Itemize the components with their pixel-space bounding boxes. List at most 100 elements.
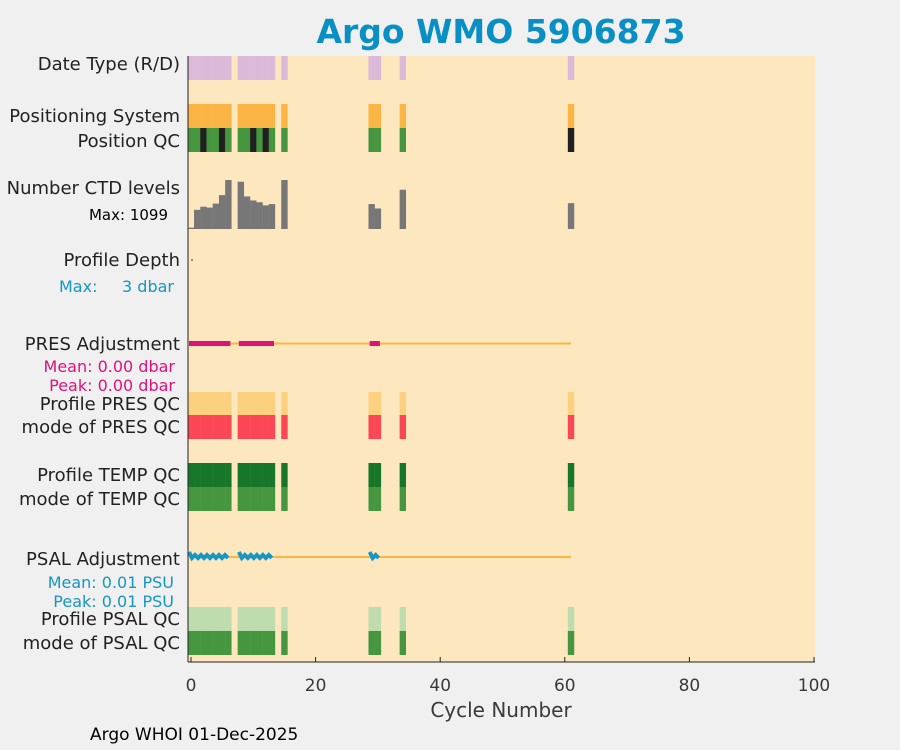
x-tick-label-0: 0 <box>186 676 197 696</box>
cycle-12-bar <box>262 56 269 80</box>
cycle-0-bar <box>187 631 195 655</box>
cycle-6-bar <box>225 463 232 487</box>
label-pres-mean: Mean: 0.00 dbar <box>44 357 176 376</box>
ctd-cycle-3-bar <box>206 207 213 229</box>
cycle-1-bar <box>194 56 201 80</box>
cycle-10-bar <box>250 607 257 631</box>
footer-credit: Argo WHOI 01-Dec-2025 <box>90 725 299 745</box>
cycle-61-bar <box>567 56 575 80</box>
cycle-1-bar <box>194 487 201 511</box>
ctd-cycle-30-bar <box>374 208 382 229</box>
ctd-level-bars <box>187 180 575 229</box>
label-profile-psal-qc: Profile PSAL QC <box>41 609 180 630</box>
cycle-13-bar <box>268 631 276 655</box>
cycle-2-bar <box>200 104 207 128</box>
row-labels: Date Type (R/D) Positioning System Positio… <box>7 54 180 654</box>
label-mode-pres-qc: mode of PRES QC <box>22 417 180 438</box>
cycle-10-bar <box>250 128 257 152</box>
cycle-15-bar <box>281 104 288 128</box>
label-psal-peak: Peak: 0.01 PSU <box>53 592 174 611</box>
cycle-9-bar <box>243 104 251 128</box>
cycle-12-bar <box>262 631 269 655</box>
cycle-9-bar <box>243 631 251 655</box>
ctd-cycle-5-bar <box>218 195 226 229</box>
position-qc-bars <box>187 128 575 152</box>
cycle-61-bar <box>567 487 575 511</box>
cycle-61-bar <box>567 104 575 128</box>
cycle-8-bar <box>237 128 245 152</box>
adjustment-segment-1 <box>237 551 274 562</box>
cycle-6-bar <box>225 104 232 128</box>
ctd-cycle-4-bar <box>212 203 220 229</box>
cycle-12-bar <box>262 392 269 416</box>
mode-pres-qc-bars <box>187 415 575 439</box>
cycle-5-bar <box>218 463 226 487</box>
ctd-cycle-9-bar <box>243 196 251 229</box>
cycle-11-bar <box>256 104 263 128</box>
cycle-29-bar <box>368 487 375 511</box>
cycle-5-bar <box>218 631 226 655</box>
cycle-3-bar <box>206 56 213 80</box>
cycle-8-bar <box>237 392 245 416</box>
cycle-3-bar <box>206 631 213 655</box>
cycle-11-bar <box>256 463 263 487</box>
cycle-8-bar <box>237 104 245 128</box>
profile-temp-qc-bars <box>187 463 575 487</box>
cycle-5-bar <box>218 415 226 439</box>
cycle-4-bar <box>212 607 220 631</box>
cycle-34-bar <box>399 487 407 511</box>
cycle-0-bar <box>187 104 195 128</box>
cycle-61-bar <box>567 463 575 487</box>
cycle-4-bar <box>212 463 220 487</box>
cycle-15-bar <box>281 487 288 511</box>
cycle-0-bar <box>187 607 195 631</box>
cycle-13-bar <box>268 487 276 511</box>
cycle-13-bar <box>268 128 276 152</box>
cycle-12-bar <box>262 463 269 487</box>
cycle-6-bar <box>225 56 232 80</box>
cycle-0-bar <box>187 463 195 487</box>
cycle-4-bar <box>212 128 220 152</box>
cycle-5-bar <box>218 56 226 80</box>
cycle-34-bar <box>399 56 407 80</box>
cycle-30-bar <box>374 487 382 511</box>
positioning-system-bars <box>187 104 575 128</box>
cycle-61-bar <box>567 631 575 655</box>
ctd-cycle-8-bar <box>237 181 245 229</box>
cycle-29-bar <box>368 392 375 416</box>
mode-psal-qc-bars <box>187 631 575 655</box>
cycle-34-bar <box>399 463 407 487</box>
ctd-cycle-61-bar <box>567 203 575 229</box>
profile-pres-qc-bars <box>187 392 575 416</box>
cycle-9-bar <box>243 415 251 439</box>
cycle-10-bar <box>250 392 257 416</box>
cycle-2-bar <box>200 56 207 80</box>
cycle-8-bar <box>237 487 245 511</box>
cycle-34-bar <box>399 607 407 631</box>
cycle-3-bar <box>206 463 213 487</box>
cycle-6-bar <box>225 415 232 439</box>
cycle-13-bar <box>268 607 276 631</box>
cycle-29-bar <box>368 463 375 487</box>
chart-title: Argo WMO 5906873 <box>316 12 686 51</box>
cycle-29-bar <box>368 128 375 152</box>
label-psal-mean: Mean: 0.01 PSU <box>48 573 174 592</box>
cycle-29-bar <box>368 56 375 80</box>
cycle-4-bar <box>212 487 220 511</box>
label-depth-max-value: 3 dbar <box>122 277 174 296</box>
cycle-1-bar <box>194 415 201 439</box>
cycle-2-bar <box>200 631 207 655</box>
label-profile-pres-qc: Profile PRES QC <box>40 394 180 415</box>
label-profile-temp-qc: Profile TEMP QC <box>37 465 180 486</box>
cycle-34-bar <box>399 631 407 655</box>
cycle-1-bar <box>194 607 201 631</box>
cycle-10-bar <box>250 415 257 439</box>
cycle-9-bar <box>243 487 251 511</box>
ctd-cycle-1-bar <box>194 209 201 229</box>
adjustment-segment-0 <box>187 551 230 562</box>
cycle-11-bar <box>256 392 263 416</box>
cycle-34-bar <box>399 128 407 152</box>
cycle-3-bar <box>206 128 213 152</box>
cycle-5-bar <box>218 128 226 152</box>
